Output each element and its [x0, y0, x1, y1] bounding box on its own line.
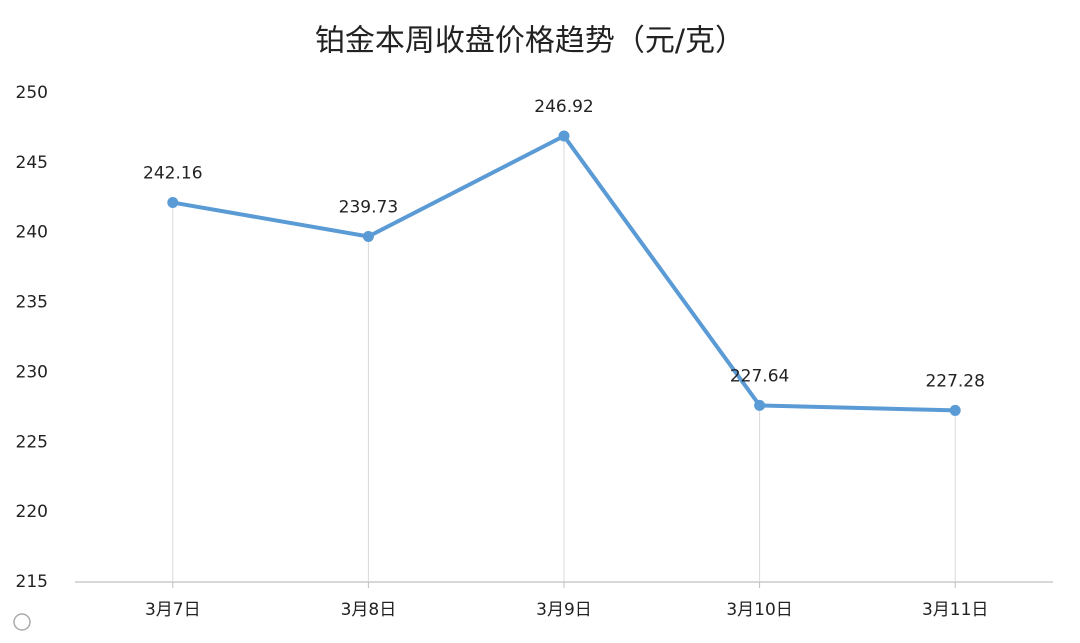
y-tick-label: 245 [16, 153, 48, 173]
x-tick-label: 3月10日 [726, 600, 792, 620]
y-tick-label: 220 [16, 502, 48, 522]
data-point [754, 399, 766, 411]
x-tick-label: 3月11日 [922, 600, 988, 620]
data-label: 227.28 [925, 371, 984, 391]
y-tick-label: 235 [16, 293, 48, 313]
x-tick-label: 3月7日 [145, 600, 201, 620]
data-label: 227.64 [730, 366, 789, 386]
data-label: 242.16 [143, 164, 202, 184]
data-point [949, 404, 961, 416]
data-label: 239.73 [339, 197, 398, 217]
data-point [167, 197, 179, 209]
data-point [558, 130, 570, 142]
y-tick-label: 230 [16, 362, 48, 382]
watermark-logo [13, 613, 31, 631]
y-tick-label: 240 [16, 223, 48, 243]
chart-title: 铂金本周收盘价格趋势（元/克） [315, 24, 745, 59]
x-tick-label: 3月8日 [341, 600, 397, 620]
y-tick-label: 250 [16, 83, 48, 103]
y-tick-label: 225 [16, 432, 48, 452]
x-tick-label: 3月9日 [536, 600, 592, 620]
y-tick-label: 215 [16, 572, 48, 592]
data-label: 246.92 [534, 97, 593, 117]
data-point [362, 230, 374, 242]
